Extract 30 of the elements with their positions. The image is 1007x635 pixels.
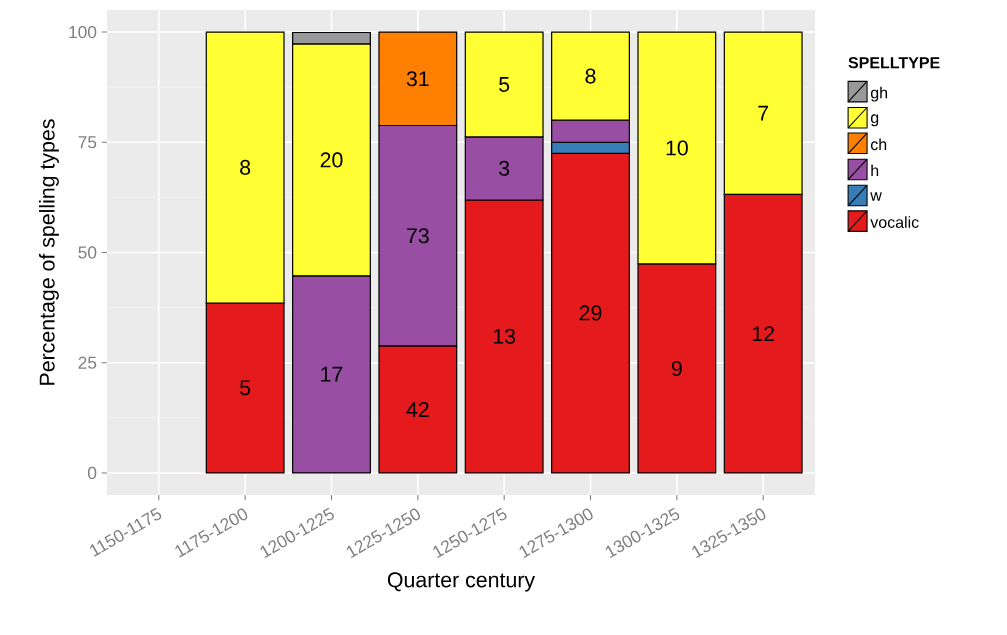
annotation: 5 [499, 77, 510, 92]
annotation: 29 [579, 305, 602, 321]
legend-label: gh [870, 86, 888, 102]
annotation: 17 [321, 366, 343, 382]
annotation: 31 [406, 71, 429, 87]
legend-label: vocalic [870, 216, 919, 228]
annotation: 20 [320, 152, 343, 168]
y-tick-label: 0 [87, 466, 97, 480]
legend-label: g [870, 114, 879, 127]
legend-label: h [871, 164, 879, 177]
x-axis-title: Quarter century [387, 572, 536, 592]
annotation: 7 [758, 105, 769, 121]
legend-label: ch [870, 138, 887, 151]
annotation: 5 [240, 380, 251, 396]
legend-label: w [870, 192, 882, 201]
annotation: 8 [240, 159, 251, 175]
y-tick-label: 100 [69, 25, 97, 39]
y-axis-title: Percentage of spelling types [39, 119, 59, 385]
y-tick-label: 50 [78, 246, 97, 259]
y-tick-label: 25 [78, 356, 97, 369]
y-tick-label: 75 [78, 136, 97, 149]
annotation: 12 [752, 326, 774, 342]
annotation: 10 [666, 140, 688, 156]
annotation: 13 [493, 328, 516, 344]
annotation: 8 [585, 68, 596, 84]
legend-title: SPELLTYPE [848, 57, 940, 69]
annotation: 9 [671, 360, 682, 376]
annotation: 42 [406, 402, 429, 417]
annotation: 73 [407, 228, 429, 244]
annotation: 3 [499, 160, 510, 176]
